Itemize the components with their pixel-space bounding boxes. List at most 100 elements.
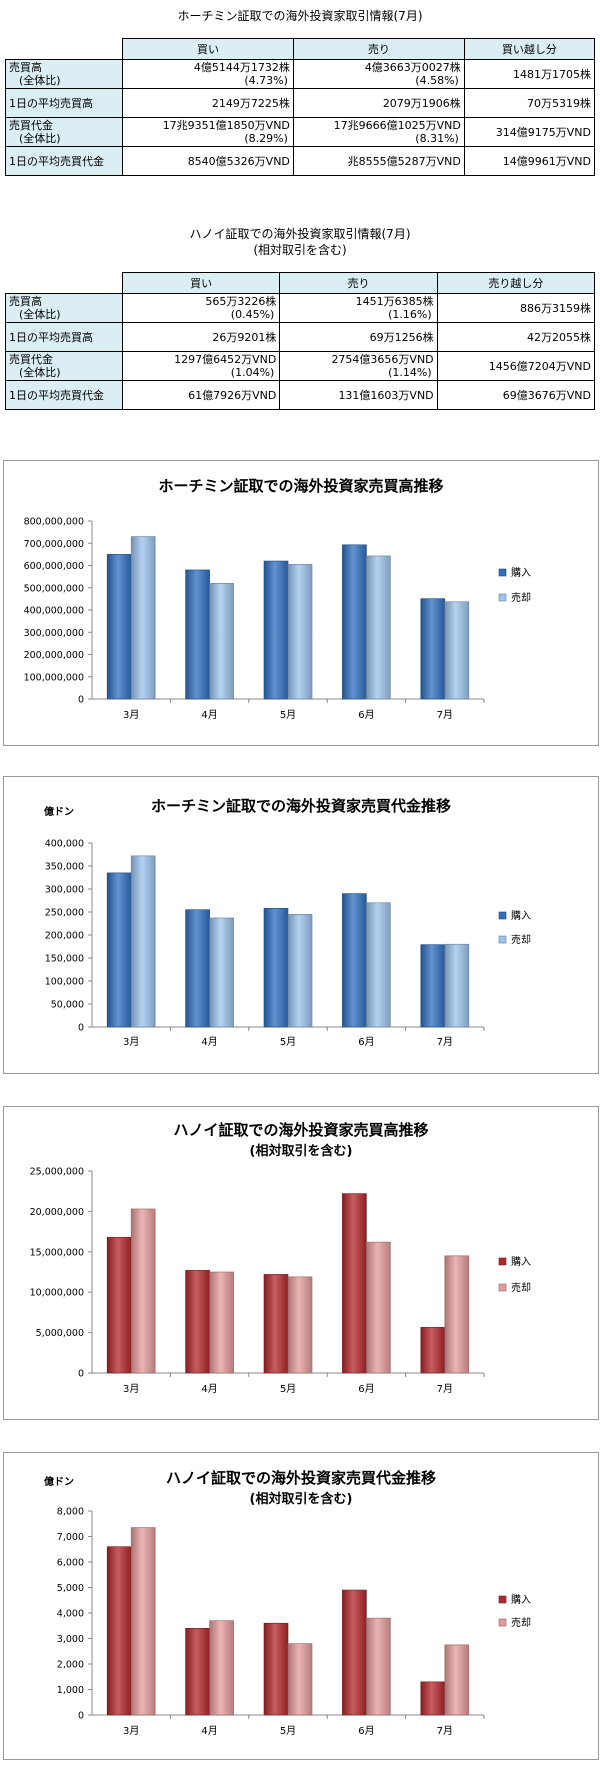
y-tick-label: 800,000,000 bbox=[24, 517, 84, 528]
bar-sell bbox=[209, 1620, 234, 1716]
bar-buy bbox=[420, 598, 446, 700]
net-cell: 1456億7204万VND bbox=[436, 351, 596, 381]
bar-buy bbox=[263, 1274, 289, 1374]
buy-cell: 61億7926万VND bbox=[121, 380, 281, 410]
bar-buy bbox=[185, 909, 210, 1028]
sell-cell: 4億3663万0027株 (4.58%) bbox=[292, 59, 465, 89]
bar-buy bbox=[342, 1193, 367, 1374]
table-row: 1日の平均売買高 2149万7225株 2079万1906株 70万5319株 bbox=[5, 88, 596, 118]
legend-swatch bbox=[498, 568, 507, 577]
bar-sell bbox=[130, 536, 156, 700]
y-tick-label: 8,000 bbox=[57, 1507, 84, 1518]
bar-sell bbox=[287, 564, 313, 700]
legend-swatch bbox=[498, 1283, 507, 1292]
chart-svg: ホーチミン証取での海外投資家売買代金推移 億ドン 0 50,000 100,000 150… bbox=[44, 797, 531, 1048]
y-tick-label: 50,000 bbox=[51, 1000, 84, 1011]
y-tick-label: 350,000 bbox=[45, 862, 84, 873]
hanoi-info-table: 買い 売り 売り越し分 売買高 (全体比) 565万3226株 (0.45%) 14… bbox=[5, 272, 596, 410]
table-row: 1日の平均売買代金 61億7926万VND 131億1603万VND 69億36… bbox=[5, 380, 596, 410]
chart-subtitle: (相対取引を含む) bbox=[250, 1491, 353, 1507]
x-tick-label: 4月 bbox=[201, 709, 217, 721]
table-row: 1日の平均売買高 26万9201株 69万1256株 42万2055株 bbox=[5, 322, 596, 352]
y-tick-label: 100,000 bbox=[45, 977, 84, 988]
bar-sell bbox=[444, 943, 470, 1028]
bar-sell bbox=[444, 1644, 470, 1716]
sell-cell: 1451万6385株 (1.16%) bbox=[279, 293, 438, 323]
hanoi-table-subtitle: (相対取引を含む) bbox=[253, 243, 347, 257]
table-header-cell: 買い越し分 bbox=[463, 38, 596, 60]
legend-label: 購入 bbox=[511, 566, 531, 579]
y-tick-label: 300,000,000 bbox=[24, 628, 84, 639]
x-tick-label: 7月 bbox=[437, 1383, 453, 1395]
table-header-row: 買い 売り 売り越し分 bbox=[5, 272, 596, 294]
chart-subtitle: (相対取引を含む) bbox=[250, 1143, 353, 1159]
y-tick-label: 25,000,000 bbox=[30, 1167, 84, 1178]
y-tick-label: 100,000,000 bbox=[24, 672, 84, 683]
bar-buy bbox=[420, 1327, 446, 1374]
table-header-cell: 売り越し分 bbox=[436, 272, 596, 294]
bar-buy bbox=[106, 1546, 132, 1716]
y-tick-label: 0 bbox=[78, 695, 84, 706]
x-tick-label: 5月 bbox=[280, 1383, 296, 1395]
sell-cell: 17兆9666億1025万VND (8.31%) bbox=[292, 117, 465, 147]
buy-cell: 8540億5326万VND bbox=[122, 146, 294, 176]
net-cell: 14億9961万VND bbox=[463, 146, 596, 176]
bar-buy bbox=[185, 569, 210, 700]
table-header-cell bbox=[5, 272, 123, 294]
bar-buy bbox=[420, 944, 446, 1028]
row-label: 売買高 (全体比) bbox=[5, 293, 123, 323]
y-tick-label: 10,000,000 bbox=[30, 1288, 84, 1299]
bar-sell bbox=[209, 1271, 234, 1374]
y-axis-unit: 億ドン bbox=[44, 1475, 74, 1488]
y-tick-label: 5,000,000 bbox=[36, 1328, 84, 1339]
row-label: 1日の平均売買代金 bbox=[5, 146, 123, 176]
legend-label: 購入 bbox=[511, 1593, 531, 1606]
hcm-info-table: 買い 売り 買い越し分 売買高 (全体比) 4億5144万1732株 (4.73%)… bbox=[5, 38, 596, 176]
x-tick-label: 3月 bbox=[123, 1725, 139, 1737]
bar-buy bbox=[263, 1622, 289, 1716]
net-cell: 70万5319株 bbox=[463, 88, 596, 118]
sell-cell: 2079万1906株 bbox=[292, 88, 465, 118]
bar-buy bbox=[342, 893, 367, 1028]
y-tick-label: 1,000 bbox=[57, 1685, 84, 1696]
row-label: 売買代金 (全体比) bbox=[5, 351, 123, 381]
bar-buy bbox=[185, 1270, 210, 1374]
table-row: 売買高 (全体比) 565万3226株 (0.45%) 1451万6385株 (1.1… bbox=[5, 293, 596, 323]
sell-cell: 69万1256株 bbox=[279, 322, 438, 352]
x-tick-label: 5月 bbox=[280, 1036, 296, 1048]
bar-sell bbox=[287, 1643, 313, 1716]
sell-cell: 131億1603万VND bbox=[279, 380, 438, 410]
y-tick-label: 0 bbox=[78, 1023, 84, 1034]
net-cell: 314億9175万VND bbox=[463, 117, 596, 147]
y-tick-label: 7,000 bbox=[57, 1532, 84, 1543]
buy-cell: 4億5144万1732株 (4.73%) bbox=[122, 59, 294, 89]
y-tick-label: 200,000 bbox=[45, 931, 84, 942]
x-tick-label: 5月 bbox=[280, 709, 296, 721]
buy-cell: 565万3226株 (0.45%) bbox=[121, 293, 281, 323]
y-tick-label: 20,000,000 bbox=[30, 1207, 84, 1218]
legend-label: 購入 bbox=[511, 1255, 531, 1268]
table-row: 売買代金 (全体比) 17兆9351億1850万VND (8.29%) 17兆966… bbox=[5, 117, 596, 147]
legend-swatch bbox=[498, 1595, 507, 1604]
bar-sell bbox=[130, 1527, 156, 1716]
x-tick-label: 7月 bbox=[437, 709, 453, 721]
bar-sell bbox=[366, 902, 391, 1028]
chart-title: ホーチミン証取での海外投資家売買代金推移 bbox=[151, 797, 451, 815]
bar-sell bbox=[444, 1255, 470, 1374]
legend-label: 売却 bbox=[511, 1281, 531, 1294]
y-tick-label: 600,000,000 bbox=[24, 561, 84, 572]
x-tick-label: 3月 bbox=[123, 1036, 139, 1048]
legend-swatch bbox=[498, 935, 507, 944]
y-tick-label: 200,000,000 bbox=[24, 650, 84, 661]
y-tick-label: 6,000 bbox=[57, 1558, 84, 1569]
x-tick-label: 6月 bbox=[358, 1725, 374, 1737]
net-cell: 42万2055株 bbox=[436, 322, 596, 352]
hanoi-table-title: ハノイ証取での海外投資家取引情報(7月) bbox=[189, 227, 411, 241]
buy-cell: 1297億6452万VND (1.04%) bbox=[121, 351, 281, 381]
bar-sell bbox=[130, 1208, 156, 1374]
y-tick-label: 5,000 bbox=[57, 1583, 84, 1594]
table-header-cell: 売り bbox=[292, 38, 465, 60]
legend-label: 売却 bbox=[511, 933, 531, 946]
y-tick-label: 400,000 bbox=[45, 839, 84, 850]
table-row: 1日の平均売買代金 8540億5326万VND 兆8555億5287万VND 1… bbox=[5, 146, 596, 176]
